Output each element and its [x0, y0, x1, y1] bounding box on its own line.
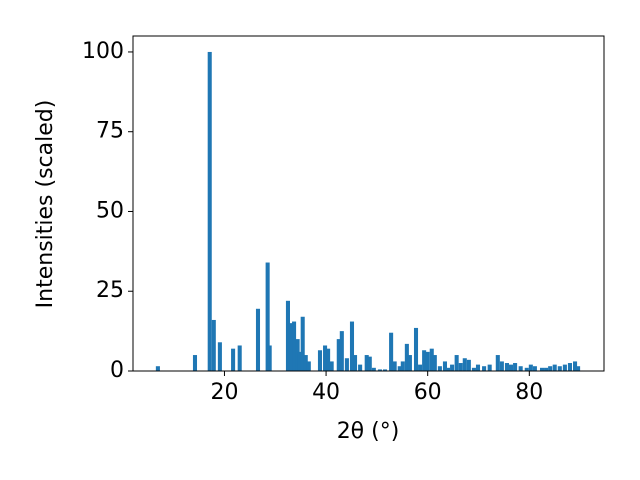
y-axis-label: Intensities (scaled) [33, 100, 58, 309]
bar [336, 339, 341, 371]
bar [552, 364, 557, 371]
y-tick-label: 100 [82, 39, 124, 64]
bar [528, 364, 533, 371]
bar [392, 361, 397, 371]
bar [462, 358, 467, 371]
bar [432, 355, 437, 371]
bar [532, 366, 537, 371]
x-tick-label: 20 [210, 380, 238, 405]
y-tick-label: 0 [110, 358, 124, 383]
y-tick-label: 75 [96, 119, 124, 144]
bar [544, 367, 549, 371]
x-tick-label: 80 [515, 380, 543, 405]
bar [524, 367, 529, 371]
bar [487, 364, 492, 371]
bar [349, 321, 355, 371]
bar [548, 366, 553, 371]
bar [567, 363, 572, 371]
bar [326, 348, 331, 371]
bar [513, 363, 518, 371]
bar [297, 351, 302, 371]
bar [397, 366, 402, 371]
bar [471, 367, 476, 371]
bar [499, 361, 504, 371]
bar [495, 355, 500, 371]
bar [377, 369, 382, 371]
y-tick-label: 50 [96, 198, 124, 223]
plot-frame [132, 35, 605, 372]
bar [450, 364, 455, 371]
bar [306, 361, 311, 371]
bar [562, 364, 567, 371]
bar [466, 359, 471, 371]
bar [155, 366, 160, 371]
bar [217, 342, 222, 371]
bar [303, 355, 308, 371]
bar [329, 361, 334, 371]
bar [358, 364, 363, 371]
bar [454, 355, 459, 371]
bar [508, 364, 514, 371]
bar [285, 300, 290, 371]
bar [445, 367, 451, 371]
bar [344, 358, 349, 371]
bar [371, 367, 376, 371]
bar [557, 366, 562, 371]
x-axis-label: 2θ (°) [337, 419, 400, 444]
bar [211, 319, 216, 371]
x-tick-label: 60 [414, 380, 442, 405]
bar [237, 345, 242, 371]
bar [573, 361, 578, 371]
bar [323, 345, 328, 371]
bar [504, 363, 509, 371]
bar [482, 366, 487, 371]
bar [295, 339, 300, 371]
bar [422, 350, 427, 371]
bar [192, 355, 198, 371]
bar [265, 262, 270, 371]
bar [364, 355, 369, 371]
y-tick-label: 25 [96, 278, 124, 303]
bar [425, 351, 430, 371]
bar [339, 331, 344, 371]
bar [317, 350, 323, 371]
bar [389, 332, 394, 371]
bar [576, 366, 581, 371]
bar [458, 363, 463, 371]
bar [429, 348, 434, 371]
bar [518, 366, 523, 371]
bar [407, 355, 412, 371]
bar [413, 327, 419, 371]
bar [207, 51, 212, 371]
bar [255, 308, 261, 371]
bar [400, 361, 405, 371]
bar [442, 361, 447, 371]
bar [418, 364, 423, 371]
bar [300, 316, 305, 371]
bar [231, 348, 236, 371]
bar [267, 345, 272, 371]
bar [353, 355, 358, 371]
bar [292, 321, 297, 371]
bar [539, 367, 545, 371]
bar [475, 364, 481, 371]
bar [437, 366, 442, 371]
bar [367, 356, 372, 371]
x-tick-label: 40 [312, 380, 340, 405]
bar [382, 369, 388, 371]
bar [404, 343, 409, 371]
